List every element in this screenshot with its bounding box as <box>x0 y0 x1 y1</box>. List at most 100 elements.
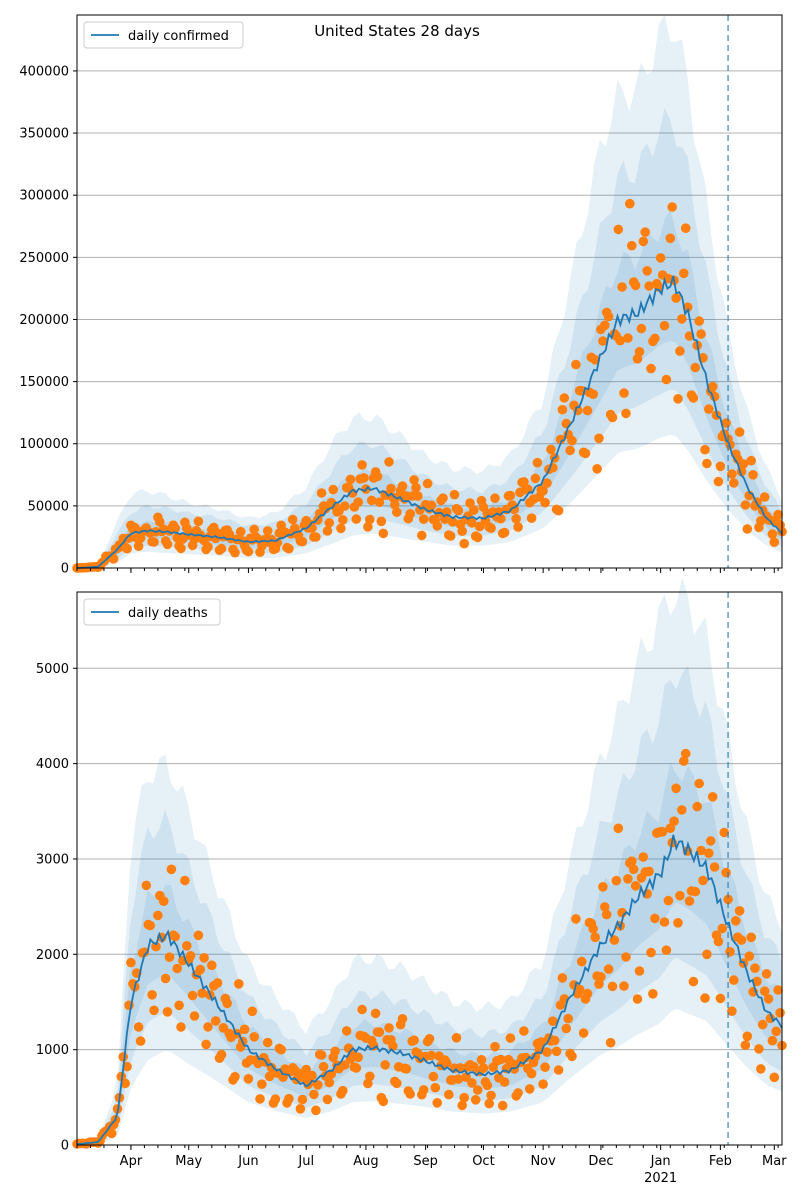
data-point <box>444 1089 454 1100</box>
data-point <box>692 801 702 812</box>
data-point <box>650 913 660 924</box>
data-point <box>195 964 206 975</box>
data-point <box>671 783 681 794</box>
data-point <box>634 347 645 357</box>
data-point <box>122 1061 132 1072</box>
data-point <box>603 311 614 322</box>
data-point <box>330 1046 340 1057</box>
data-point <box>476 1055 487 1065</box>
data-point <box>634 966 645 976</box>
data-point <box>542 1047 552 1057</box>
data-point <box>563 1013 573 1024</box>
data-point <box>472 532 483 543</box>
data-point <box>734 906 745 916</box>
uncertainty-band <box>77 665 782 1145</box>
data-point <box>694 778 704 789</box>
data-point <box>397 481 408 491</box>
series-line <box>76 834 783 1145</box>
data-point <box>630 881 641 891</box>
data-point <box>307 1070 317 1081</box>
data-point <box>723 894 733 905</box>
data-point <box>707 792 718 802</box>
data-point <box>322 1094 333 1105</box>
data-point <box>702 458 712 469</box>
data-point <box>596 972 606 982</box>
data-point <box>193 516 204 527</box>
data-point <box>679 268 689 279</box>
data-point <box>661 374 672 385</box>
data-point <box>270 1094 281 1104</box>
data-point <box>677 314 687 324</box>
y-tick-label: 5000 <box>36 662 69 677</box>
figure-title: United States 28 days <box>314 22 480 40</box>
data-point <box>374 1027 385 1037</box>
data-point <box>551 1046 562 1057</box>
data-point <box>727 1006 737 1016</box>
x-tick-label: Aug <box>353 1154 378 1169</box>
data-point <box>740 500 751 510</box>
data-point <box>549 1035 560 1046</box>
data-point <box>297 536 308 547</box>
data-point <box>357 1004 367 1015</box>
data-point <box>553 505 564 516</box>
data-point <box>235 526 246 537</box>
data-point <box>688 976 699 987</box>
data-point <box>757 1019 768 1030</box>
data-point <box>721 867 731 878</box>
x-tick-label: Jan <box>650 1154 671 1169</box>
data-point <box>160 973 171 984</box>
data-point <box>469 505 479 515</box>
data-point <box>748 470 758 480</box>
data-point <box>162 1007 173 1017</box>
x-tick-label: Sep <box>413 1154 438 1169</box>
data-point <box>496 513 506 524</box>
data-point <box>530 473 541 484</box>
data-point <box>484 1098 495 1109</box>
data-point <box>216 543 227 554</box>
data-point <box>467 1078 477 1088</box>
data-point <box>203 542 213 552</box>
x-tick-label: May <box>175 1154 202 1169</box>
data-point <box>158 896 169 906</box>
data-point <box>345 474 356 485</box>
data-point <box>646 363 656 374</box>
data-point <box>176 543 186 554</box>
data-point <box>505 1033 516 1043</box>
series-line <box>76 275 783 569</box>
data-point <box>445 531 456 541</box>
data-point <box>665 233 676 244</box>
data-point <box>339 1060 350 1070</box>
data-point <box>418 514 429 524</box>
data-point <box>499 1077 510 1087</box>
data-point <box>761 969 772 979</box>
data-point <box>588 389 598 400</box>
y-tick-label: 350000 <box>19 127 69 142</box>
data-point <box>453 505 464 516</box>
data-point <box>627 856 637 866</box>
data-point <box>600 902 610 912</box>
data-point <box>307 523 317 533</box>
data-point <box>149 1005 159 1016</box>
data-point <box>417 530 427 541</box>
data-point <box>141 880 152 891</box>
data-point <box>368 1041 379 1051</box>
data-point <box>313 1080 323 1090</box>
legend-box <box>83 21 244 49</box>
data-point <box>311 1105 321 1116</box>
data-point <box>442 1058 452 1068</box>
data-point <box>734 427 745 437</box>
data-point <box>619 388 629 398</box>
data-point <box>694 316 704 326</box>
data-point <box>526 1068 537 1079</box>
data-point <box>621 408 631 419</box>
data-point <box>320 503 331 514</box>
uncertainty-band <box>77 107 782 569</box>
data-point <box>630 280 641 291</box>
data-point <box>713 936 724 947</box>
data-point <box>470 1095 481 1105</box>
data-point <box>257 1079 267 1089</box>
data-point <box>147 990 157 1000</box>
legend-label: daily confirmed <box>128 29 229 44</box>
data-point <box>623 874 633 884</box>
